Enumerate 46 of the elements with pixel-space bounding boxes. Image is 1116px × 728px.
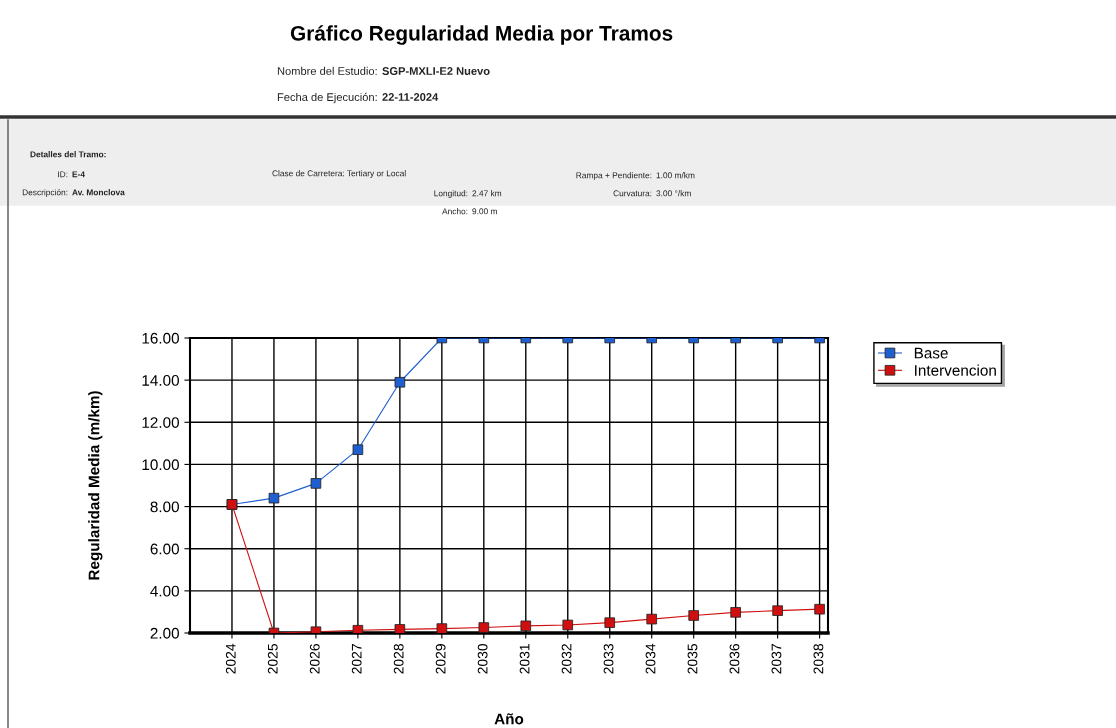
- y-tick-label: 16.00: [142, 332, 179, 344]
- x-tick-label: 2036: [729, 644, 740, 674]
- x-tick-label: 2033: [603, 644, 614, 674]
- y-tick-label: 12.00: [142, 417, 179, 428]
- chart-title: Gráfico Regularidad Media por Tramos: [290, 25, 673, 45]
- y-tick-label: 6.00: [150, 543, 179, 555]
- y-tick-label: 14.00: [142, 375, 179, 386]
- text: Longitud:: [434, 190, 468, 198]
- text: ID:: [58, 171, 68, 178]
- text: 22-11-2024: [382, 93, 439, 101]
- text: 1.00 m/km: [656, 172, 695, 179]
- x-tick-label: 2024: [225, 643, 236, 674]
- text: Nombre del Estudio:: [277, 66, 377, 75]
- y-tick-label: 10.00: [142, 459, 179, 471]
- text: SGP-MXLI-E2 Nuevo: [382, 67, 490, 75]
- text: E-4: [72, 171, 85, 178]
- text: Detalles del Tramo:: [30, 151, 106, 158]
- x-tick-label: 2030: [477, 643, 488, 674]
- x-tick-label: 2029: [435, 644, 446, 674]
- y-tick-label: 4.00: [150, 585, 179, 597]
- y-tick-label: 2.00: [150, 627, 179, 639]
- text: Ancho:: [442, 208, 468, 215]
- text: Fecha de Ejecución:: [277, 92, 377, 104]
- text: Rampa + Pendiente:: [576, 172, 652, 180]
- x-tick-label: 2037: [771, 644, 782, 674]
- text: Descripción:: [22, 189, 68, 197]
- x-tick-label: 2025: [267, 644, 278, 674]
- legend-label: Intervencion: [915, 364, 996, 376]
- x-tick-label: 2035: [687, 644, 698, 674]
- x-tick-label: 2027: [351, 644, 362, 674]
- text: Curvatura:: [613, 190, 652, 197]
- y-tick-label: 8.00: [150, 501, 179, 513]
- text: Clase de Carretera: Tertiary or Local: [272, 170, 406, 178]
- y-axis-title: Regularidad Media (m/km): [88, 391, 103, 580]
- text: 9.00 m: [472, 208, 497, 215]
- x-tick-label: 2032: [561, 644, 572, 674]
- x-axis-title: Año: [494, 713, 524, 725]
- x-tick-label: 2034: [645, 643, 656, 674]
- text: Av. Monclova: [72, 189, 125, 196]
- x-tick-label: 2026: [309, 644, 320, 674]
- x-tick-label: 2028: [393, 644, 404, 674]
- x-tick-label: 2031: [519, 644, 530, 674]
- text: 3.00 °/km: [656, 190, 691, 197]
- legend-label: Base: [914, 347, 948, 359]
- x-tick-label: 2038: [813, 644, 824, 674]
- text: 2.47 km: [472, 190, 502, 197]
